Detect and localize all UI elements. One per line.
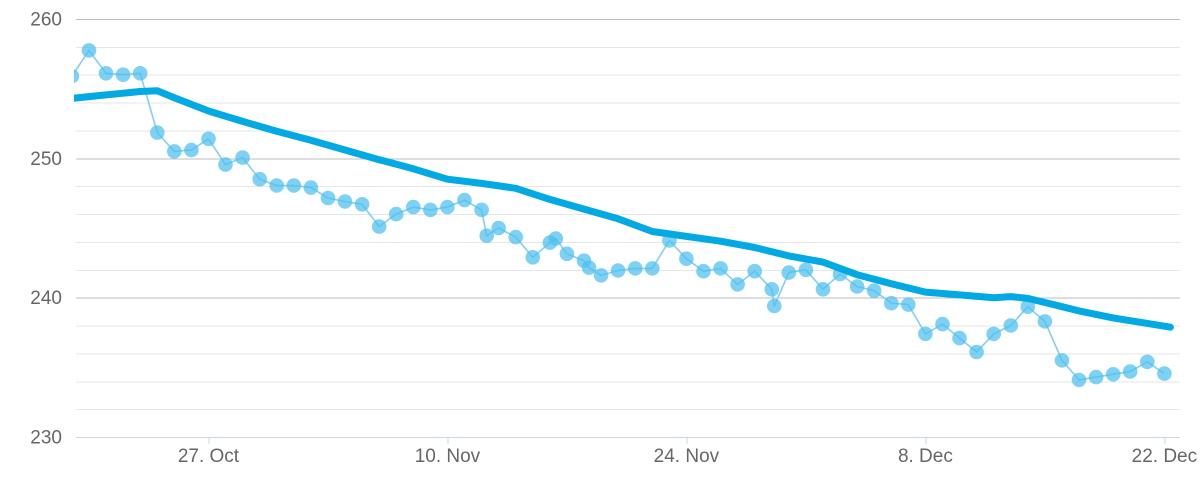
data-point-marker[interactable]: [747, 263, 762, 279]
data-point-marker[interactable]: [320, 190, 336, 206]
data-point-marker[interactable]: [559, 246, 575, 262]
data-point-marker[interactable]: [491, 220, 506, 236]
gridlines: [76, 19, 1180, 411]
data-point-marker[interactable]: [115, 67, 131, 82]
data-point-marker[interactable]: [581, 260, 597, 276]
y-axis-label: 260: [30, 10, 62, 31]
data-point-marker[interactable]: [354, 197, 370, 212]
data-point-marker[interactable]: [969, 344, 984, 360]
x-axis-label: 10. Nov: [415, 446, 481, 467]
data-point-marker[interactable]: [849, 279, 865, 294]
data-point-marker[interactable]: [918, 326, 933, 342]
data-point-marker[interactable]: [1140, 354, 1155, 370]
y-axis-label: 230: [30, 428, 62, 449]
data-point-marker[interactable]: [1003, 318, 1019, 333]
data-point-marker[interactable]: [901, 297, 916, 312]
data-point-marker[interactable]: [286, 178, 302, 193]
y-axis-labels: 230 240 250 260: [30, 10, 62, 449]
data-point-marker[interactable]: [201, 131, 216, 147]
daily-series-line: [74, 49, 1165, 381]
data-point-marker[interactable]: [986, 326, 1001, 342]
y-axis-label: 240: [30, 288, 62, 309]
y-axis-label: 250: [30, 149, 62, 170]
data-point-marker[interactable]: [440, 199, 455, 215]
data-point-marker[interactable]: [1037, 314, 1053, 329]
data-point-marker[interactable]: [730, 277, 745, 292]
data-point-marker[interactable]: [252, 171, 267, 187]
data-point-marker[interactable]: [406, 199, 421, 215]
data-point-marker[interactable]: [184, 142, 199, 158]
daily-series-markers: [65, 43, 1172, 388]
data-point-marker[interactable]: [479, 228, 495, 243]
data-point-marker[interactable]: [884, 295, 899, 311]
data-point-marker[interactable]: [815, 282, 831, 297]
series-group: [65, 43, 1174, 388]
data-point-marker[interactable]: [98, 66, 114, 81]
data-point-marker[interactable]: [132, 66, 148, 81]
data-point-marker[interactable]: [1122, 364, 1138, 379]
data-point-marker[interactable]: [81, 43, 97, 58]
data-point-marker[interactable]: [764, 282, 780, 297]
data-point-marker[interactable]: [627, 261, 643, 276]
data-point-marker[interactable]: [713, 261, 728, 276]
data-point-marker[interactable]: [767, 298, 782, 314]
x-axis-label: 24. Nov: [654, 446, 720, 467]
data-point-marker[interactable]: [371, 219, 387, 234]
data-point-marker[interactable]: [1088, 369, 1104, 385]
data-point-marker[interactable]: [610, 263, 626, 278]
x-axis: 27. Oct 10. Nov 24. Nov 8. Dec 22. Dec: [178, 438, 1197, 467]
data-point-marker[interactable]: [269, 178, 285, 193]
data-point-marker[interactable]: [235, 150, 250, 165]
data-point-marker[interactable]: [866, 283, 882, 299]
trend-line[interactable]: [72, 87, 1174, 331]
data-point-marker[interactable]: [548, 231, 564, 246]
data-point-marker[interactable]: [457, 192, 472, 208]
x-axis-label: 27. Oct: [178, 446, 240, 467]
data-point-marker[interactable]: [645, 261, 660, 276]
data-point-marker[interactable]: [935, 316, 950, 332]
data-point-marker[interactable]: [150, 125, 165, 140]
data-point-marker[interactable]: [218, 157, 233, 172]
x-axis-label: 8. Dec: [898, 446, 953, 467]
data-point-marker[interactable]: [65, 69, 80, 84]
data-point-marker[interactable]: [952, 330, 967, 346]
x-axis-label: 22. Dec: [1132, 446, 1197, 467]
data-point-marker[interactable]: [337, 194, 353, 209]
data-point-marker[interactable]: [798, 262, 814, 278]
data-point-marker[interactable]: [423, 202, 438, 218]
data-point-marker[interactable]: [679, 251, 694, 266]
data-point-marker[interactable]: [303, 180, 319, 195]
data-point-marker[interactable]: [474, 202, 489, 218]
data-point-marker[interactable]: [593, 268, 609, 283]
data-point-marker[interactable]: [1054, 353, 1070, 368]
data-point-marker[interactable]: [508, 229, 523, 245]
data-point-marker[interactable]: [525, 249, 541, 265]
data-point-marker[interactable]: [696, 263, 711, 279]
data-point-marker[interactable]: [1071, 372, 1087, 388]
data-point-marker[interactable]: [781, 265, 797, 280]
data-point-marker[interactable]: [388, 206, 404, 222]
data-point-marker[interactable]: [167, 144, 182, 159]
data-point-marker[interactable]: [1105, 367, 1121, 382]
data-point-marker[interactable]: [1157, 366, 1172, 381]
data-point-marker[interactable]: [1020, 299, 1036, 315]
